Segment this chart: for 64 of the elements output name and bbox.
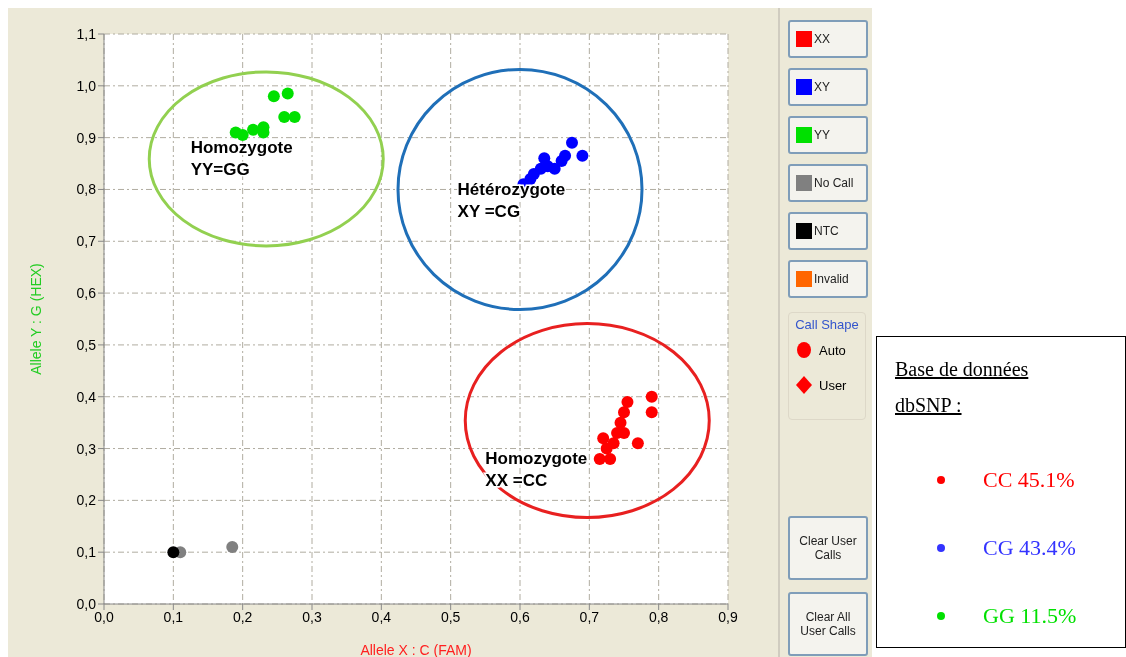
y-tick-label: 0,0: [76, 595, 97, 612]
point: [618, 406, 630, 419]
point: [281, 87, 294, 100]
x-tick-label: 0,3: [302, 608, 322, 625]
annotation: Hétérozygote XY =CG: [457, 179, 566, 221]
legend-label: Invalid: [814, 272, 849, 286]
point: [597, 432, 610, 445]
x-tick-label: 0,9: [718, 608, 738, 625]
text: Call Shape: [794, 317, 860, 332]
text: Base de données dbSNP :: [895, 357, 1030, 418]
x-tick-label: 0,4: [371, 608, 392, 625]
point: [167, 546, 180, 559]
y-tick-label: 0,6: [76, 285, 97, 302]
annotation: Homozygote YY=GG: [190, 138, 293, 180]
point: [527, 167, 540, 180]
text: GG 11.5%: [983, 603, 1077, 629]
point: [576, 149, 589, 162]
y-tick-label: 1,1: [76, 25, 97, 42]
point: [645, 390, 658, 403]
x-tick-label: 0,7: [579, 608, 600, 625]
legend-label: No Call: [814, 176, 854, 190]
point: [614, 416, 627, 429]
y-tick-label: 1,0: [76, 77, 97, 94]
point: [226, 541, 239, 553]
point: [548, 162, 561, 175]
y-axis-title: Allele Y : G (HEX): [27, 263, 44, 375]
y-tick-label: 0,7: [76, 233, 97, 250]
text: User: [818, 376, 848, 394]
point: [278, 110, 291, 123]
point: [600, 442, 613, 455]
point: [604, 452, 617, 465]
legend-label: NTC: [814, 224, 839, 238]
point: [267, 90, 280, 103]
point: [555, 154, 568, 167]
text: Clear All User Calls: [800, 610, 856, 638]
point: [566, 136, 578, 149]
point: [288, 110, 301, 123]
point: [229, 126, 242, 139]
x-tick-label: 0,5: [440, 608, 461, 625]
text: Auto: [818, 342, 847, 358]
y-tick-label: 0,3: [76, 440, 97, 457]
y-tick-label: 0,9: [76, 129, 97, 146]
y-tick-label: 0,2: [76, 492, 97, 509]
x-tick-label: 0,1: [163, 608, 184, 625]
point: [621, 395, 634, 408]
y-tick-label: 0,1: [76, 544, 97, 561]
point: [631, 437, 644, 450]
y-tick-label: 0,4: [76, 388, 97, 405]
x-axis-title: Allele X : C (FAM): [360, 642, 472, 657]
legend-label: XY: [814, 80, 831, 94]
point: [538, 152, 551, 165]
point: [645, 406, 658, 419]
y-tick-label: 0,8: [76, 181, 97, 198]
x-tick-label: 0,8: [648, 608, 669, 625]
legend-label: YY: [814, 128, 831, 142]
x-tick-label: 0,6: [510, 608, 530, 625]
legend-label: XX: [814, 32, 831, 46]
text: CC 45.1%: [983, 467, 1075, 493]
text: Clear User Calls: [799, 534, 857, 562]
text: CG 43.4%: [983, 535, 1076, 561]
y-tick-label: 0,5: [76, 336, 97, 353]
x-tick-label: 0,2: [232, 608, 253, 625]
point: [593, 452, 606, 465]
x-tick-label: 0,0: [94, 608, 114, 625]
